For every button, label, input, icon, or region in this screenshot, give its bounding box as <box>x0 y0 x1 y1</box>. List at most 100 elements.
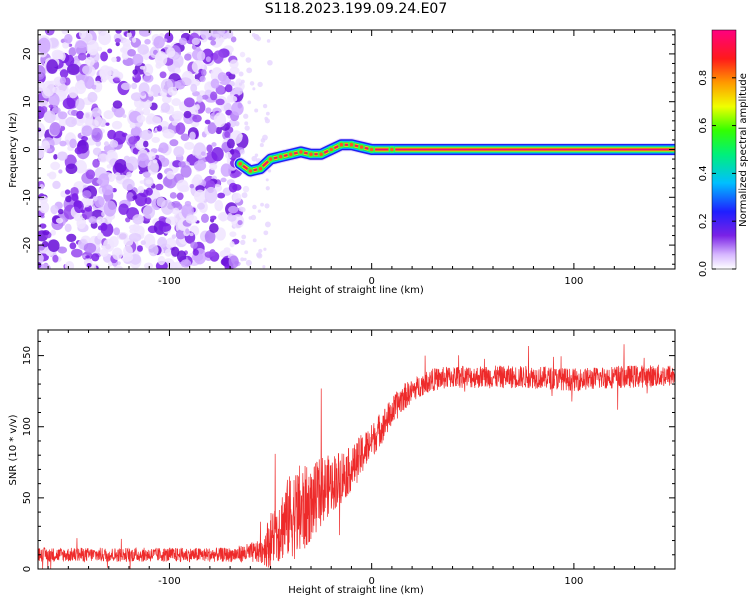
heatmap-noise-cell <box>229 66 240 75</box>
heatmap-noise-cell <box>171 207 180 215</box>
heatmap-noise-cell <box>140 129 153 141</box>
heatmap-noise-cell <box>190 241 198 249</box>
heatmap-noise-cell <box>231 101 244 116</box>
colorbar-tick-label: 0.6 <box>698 118 709 134</box>
snr-panel: -100 0 100 0 50 100 150 Height of straight lin… <box>8 329 676 596</box>
heatmap-noise-cell <box>69 138 77 149</box>
heatmap-noise-cell <box>209 249 216 257</box>
heatmap-noise-cell <box>38 253 44 264</box>
heatmap-noise-cell <box>68 86 79 99</box>
heatmap-noise-cell <box>137 44 149 55</box>
heatmap-noise-cell <box>160 199 174 215</box>
heatmap-noise-cell <box>138 216 143 221</box>
heatmap-signal-core <box>268 157 273 161</box>
heatmap-noise-cell <box>207 122 217 134</box>
heatmap-noise-cell <box>61 30 68 34</box>
heatmap-noise-cell <box>212 50 224 64</box>
heatmap-signal-core <box>349 142 354 147</box>
heatmap-noise-cell <box>136 115 146 123</box>
heatmap-noise-cell <box>102 216 112 225</box>
heatmap-noise-cell <box>159 33 165 38</box>
heatmap-noise-cell <box>178 37 188 46</box>
heatmap-noise-cell <box>38 127 42 132</box>
heatmap-noise-cell <box>209 223 219 233</box>
heatmap-noise-cell <box>50 161 61 171</box>
heatmap-noise-cell <box>156 125 163 132</box>
heatmap-noise-speck <box>262 103 268 109</box>
heatmap-noise-cell <box>39 201 50 214</box>
heatmap-noise-cell <box>171 234 177 239</box>
heatmap-noise-cell <box>189 232 194 237</box>
heatmap-noise-cell <box>91 107 102 118</box>
heatmap-noise-cell <box>226 122 231 128</box>
heatmap-noise-cell <box>114 38 121 44</box>
heatmap-noise-cell <box>185 214 198 224</box>
heatmap-noise-cell <box>85 255 90 259</box>
heatmap-noise-cell <box>158 142 169 154</box>
heatmap-noise-cell <box>138 170 143 175</box>
heatmap-noise-cell <box>210 40 217 46</box>
heatmap-noise-cell <box>77 52 87 61</box>
heatmap-noise-speck <box>247 100 252 105</box>
heatmap-noise-cell <box>101 211 106 217</box>
heatmap-noise-cell <box>94 116 103 127</box>
heatmap-noise-cell <box>196 94 203 103</box>
heatmap-noise-speck <box>257 209 262 213</box>
snr-y-axis-label: SNR (10 * v/v) <box>8 414 19 485</box>
heatmap-noise-cell <box>195 104 200 111</box>
heatmap-noise-speck <box>252 204 257 210</box>
heatmap-noise-cell <box>115 30 122 34</box>
heatmap-noise-cell <box>69 242 77 250</box>
heatmap-noise-cell <box>96 178 103 184</box>
heatmap-noise-cell <box>38 81 46 92</box>
heatmap-noise-speck <box>267 59 273 66</box>
heatmap-noise-cell <box>204 119 211 125</box>
heatmap-noise-cell <box>130 126 141 137</box>
heatmap-noise-cell <box>148 244 159 257</box>
heatmap-noise-cell <box>120 252 134 262</box>
heatmap-noise-cell <box>201 69 207 77</box>
heatmap-noise-cell <box>48 104 54 109</box>
heatmap-noise-cell <box>59 69 69 78</box>
heatmap-noise-cell <box>59 76 67 85</box>
spectrogram-y-tick-label: -20 <box>22 237 33 253</box>
heatmap-noise-cell <box>62 97 76 110</box>
heatmap-noise-speck <box>267 169 272 173</box>
heatmap-noise-cell <box>157 236 168 248</box>
heatmap-noise-cell <box>128 224 138 231</box>
heatmap-noise-cell <box>68 47 77 57</box>
heatmap-noise-cell <box>183 110 192 119</box>
heatmap-noise-cell <box>103 238 115 252</box>
heatmap-noise-cell <box>132 69 138 75</box>
heatmap-noise-cell <box>169 192 177 199</box>
heatmap-noise-cell <box>157 172 163 180</box>
heatmap-noise-cell <box>209 91 218 101</box>
heatmap-noise-cell <box>43 110 56 124</box>
heatmap-noise-speck <box>244 121 249 126</box>
snr-y-tick-label: 0 <box>22 566 33 572</box>
heatmap-noise-cell <box>101 184 114 196</box>
heatmap-noise-cell <box>132 214 144 225</box>
heatmap-noise-cell <box>44 30 55 36</box>
heatmap-noise-speck <box>264 203 270 209</box>
heatmap-noise-cell <box>191 37 201 46</box>
heatmap-noise-cell <box>159 71 167 79</box>
heatmap-noise-cell <box>103 141 109 147</box>
heatmap-noise-cell <box>190 83 198 93</box>
heatmap-noise-speck <box>265 178 269 182</box>
colorbar-label: Normalized spectral amplitude <box>738 73 749 227</box>
heatmap-noise-cell <box>178 161 186 168</box>
heatmap-noise-cell <box>65 116 77 128</box>
heatmap-noise-cell <box>205 107 212 114</box>
heatmap-noise-cell <box>120 82 132 91</box>
heatmap-noise-cell <box>82 190 92 199</box>
heatmap-noise-speck <box>252 238 257 243</box>
heatmap-noise-cell <box>138 30 152 37</box>
heatmap-noise-cell <box>87 91 98 103</box>
heatmap-noise-cell <box>74 146 84 155</box>
heatmap-noise-speck <box>254 153 259 157</box>
spectrogram-x-tick-label: -100 <box>158 276 181 287</box>
heatmap-noise-cell <box>112 100 123 109</box>
heatmap-noise-cell <box>46 59 59 74</box>
heatmap-noise-cell <box>38 261 42 268</box>
